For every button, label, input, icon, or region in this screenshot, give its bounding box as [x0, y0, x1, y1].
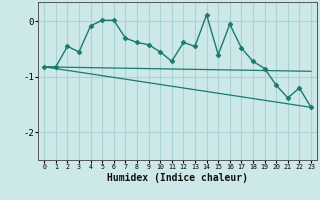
X-axis label: Humidex (Indice chaleur): Humidex (Indice chaleur): [107, 173, 248, 183]
